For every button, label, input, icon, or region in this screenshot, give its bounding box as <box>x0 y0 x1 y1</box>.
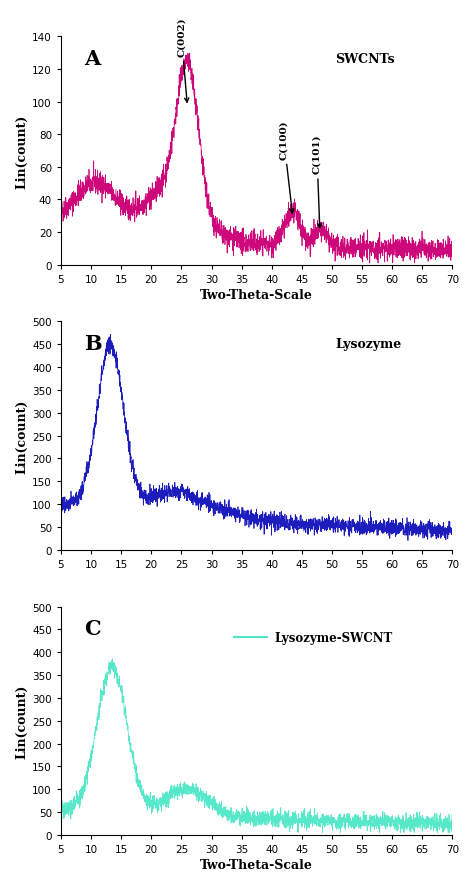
Y-axis label: Lin(count): Lin(count) <box>15 684 28 758</box>
Y-axis label: Lin(count): Lin(count) <box>15 114 28 189</box>
Text: C(002): C(002) <box>177 18 189 103</box>
Text: B: B <box>84 333 102 354</box>
X-axis label: Two-Theta-Scale: Two-Theta-Scale <box>200 289 313 301</box>
Text: A: A <box>84 49 100 69</box>
Text: Lysozyme-SWCNT: Lysozyme-SWCNT <box>274 631 392 644</box>
Text: Lysozyme: Lysozyme <box>335 338 401 351</box>
Text: SWCNTs: SWCNTs <box>335 53 395 66</box>
Y-axis label: Lin(count): Lin(count) <box>15 399 28 473</box>
Text: C: C <box>84 618 101 638</box>
Text: C(100): C(100) <box>279 120 294 214</box>
X-axis label: Two-Theta-Scale: Two-Theta-Scale <box>200 858 313 871</box>
Text: C(101): C(101) <box>312 135 322 229</box>
